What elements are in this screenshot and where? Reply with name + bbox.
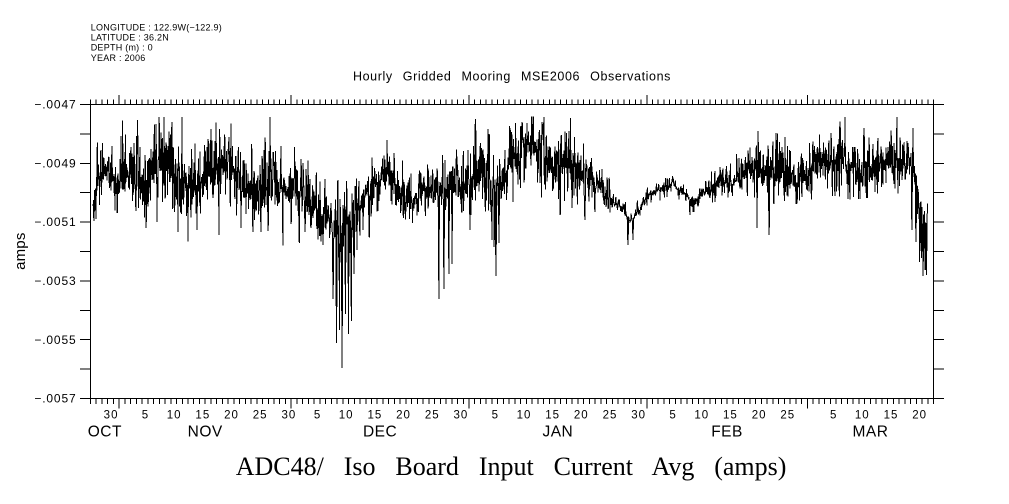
svg-text:YEAR : 2006: YEAR : 2006	[91, 53, 146, 63]
svg-text:30: 30	[281, 409, 296, 421]
svg-text:MAR: MAR	[852, 424, 888, 441]
svg-text:15: 15	[723, 409, 738, 421]
svg-text:amps: amps	[12, 232, 29, 269]
svg-text:30: 30	[631, 409, 646, 421]
svg-text:20: 20	[912, 409, 927, 421]
svg-text:10: 10	[517, 409, 532, 421]
svg-text:20: 20	[396, 409, 411, 421]
svg-text:−.0053: −.0053	[34, 274, 76, 288]
svg-text:LONGITUDE : 122.9W(−122.9): LONGITUDE : 122.9W(−122.9)	[91, 22, 222, 32]
svg-text:DEC: DEC	[363, 424, 397, 441]
svg-text:10: 10	[167, 409, 182, 421]
svg-text:ADC48/ Iso Board Input Current: ADC48/ Iso Board Input Current Avg (amps…	[236, 452, 787, 481]
svg-text:5: 5	[492, 409, 499, 421]
svg-text:−.0057: −.0057	[34, 392, 76, 406]
svg-text:10: 10	[855, 409, 870, 421]
svg-text:DEPTH (m) : 0: DEPTH (m) : 0	[91, 43, 153, 53]
svg-text:25: 25	[253, 409, 268, 421]
svg-text:20: 20	[224, 409, 239, 421]
svg-text:−.0049: −.0049	[34, 156, 76, 170]
svg-text:15: 15	[884, 409, 899, 421]
svg-text:NOV: NOV	[188, 424, 223, 441]
svg-text:30: 30	[104, 409, 119, 421]
svg-text:−.0047: −.0047	[34, 98, 76, 112]
svg-text:20: 20	[752, 409, 767, 421]
svg-text:10: 10	[339, 409, 354, 421]
svg-text:5: 5	[830, 409, 837, 421]
svg-text:15: 15	[195, 409, 210, 421]
svg-text:LATITUDE : 36.2N: LATITUDE : 36.2N	[91, 33, 169, 43]
svg-text:25: 25	[603, 409, 618, 421]
svg-text:15: 15	[545, 409, 560, 421]
svg-text:5: 5	[669, 409, 676, 421]
svg-text:25: 25	[780, 409, 795, 421]
svg-text:−.0055: −.0055	[34, 333, 76, 347]
svg-text:5: 5	[142, 409, 149, 421]
svg-text:15: 15	[367, 409, 382, 421]
svg-text:−.0051: −.0051	[34, 215, 76, 229]
svg-text:25: 25	[425, 409, 440, 421]
svg-text:FEB: FEB	[711, 424, 743, 441]
svg-text:5: 5	[314, 409, 321, 421]
svg-text:OCT: OCT	[88, 424, 122, 441]
svg-text:20: 20	[574, 409, 589, 421]
svg-text:JAN: JAN	[542, 424, 573, 441]
svg-text:10: 10	[694, 409, 709, 421]
svg-text:Hourly Gridded Mooring MSE2006: Hourly Gridded Mooring MSE2006 Observati…	[353, 70, 671, 84]
svg-text:30: 30	[453, 409, 468, 421]
